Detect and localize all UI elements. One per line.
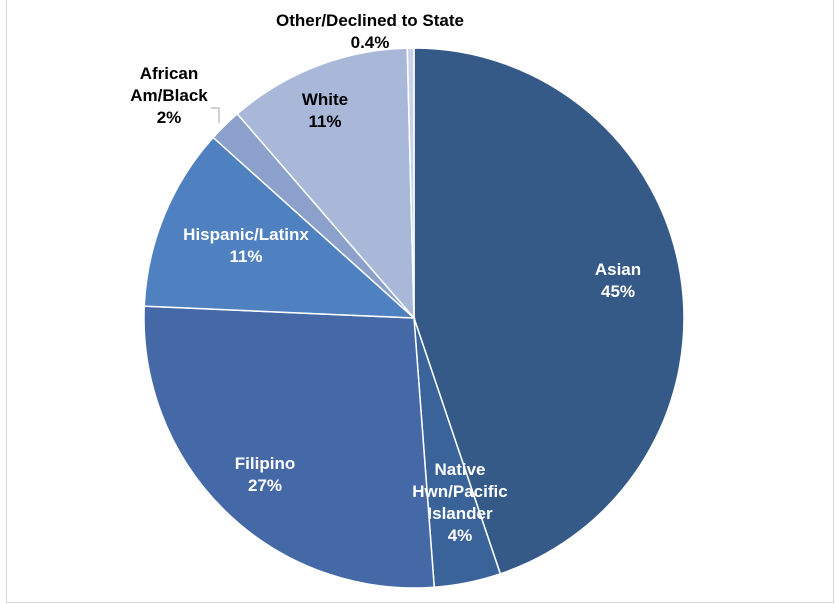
slice-label-native-hwn-pacific-islander-line-2: Islander — [427, 504, 493, 523]
slice-label-filipino-line-0: Filipino — [235, 454, 295, 473]
slice-label-native-hwn-pacific-islander-line-1: Hwn/Pacific — [412, 482, 507, 501]
slice-label-native-hwn-pacific-islander-line-0: Native — [434, 460, 485, 479]
slice-label-white-line-1: 11% — [308, 112, 341, 131]
pie-slice-filipino — [143, 305, 436, 589]
slice-label-asian-line-0: Asian — [595, 260, 641, 279]
slice-label-other-declined-to-state-line-1: 0.4% — [351, 33, 390, 52]
pie-slice-asian — [413, 47, 685, 575]
pie-slices — [143, 47, 685, 589]
leader-line-african-am-black — [211, 107, 220, 123]
slice-label-african-am-black-line-1: Am/Black — [130, 86, 208, 105]
slice-label-filipino-line-1: 27% — [248, 476, 282, 495]
slice-label-hispanic-latinx-line-0: Hispanic/Latinx — [183, 225, 309, 244]
slice-label-other-declined-to-state-line-0: Other/Declined to State — [276, 11, 464, 30]
slice-labels: Asian 45% Native Hwn/Pacific Islander 4% Filip… — [130, 11, 641, 545]
slice-label-african-am-black-line-0: African — [140, 64, 199, 83]
pie-slice-other-declined-to-state — [406, 47, 415, 319]
slice-label-hispanic-latinx-line-1: 11% — [229, 247, 262, 266]
pie-slice-hispanic-latinx — [143, 136, 417, 319]
slice-label-asian-line-1: 45% — [601, 282, 635, 301]
pie-slice-white — [236, 47, 415, 321]
slice-label-native-hwn-pacific-islander-line-3: 4% — [448, 526, 473, 545]
slice-label-white-line-0: White — [302, 90, 348, 109]
slice-label-african-am-black-line-2: 2% — [157, 108, 182, 127]
leader-lines — [211, 107, 220, 123]
